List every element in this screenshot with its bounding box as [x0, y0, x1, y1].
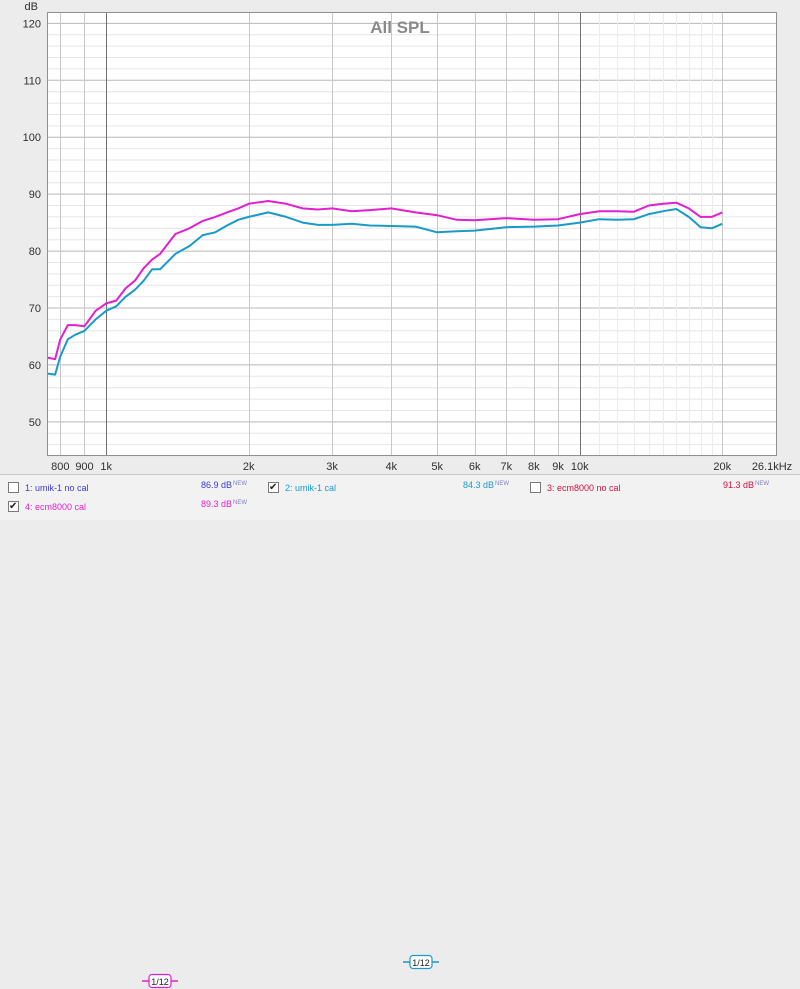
x-axis-tick-labels: 800 900 1k 2k 3k 4k 5k 6k 7k 8k 9k 10k 20k 26.1kHz [51, 461, 792, 473]
smoothing-indicator-umik-cal[interactable]: 1/12 [403, 954, 439, 970]
legend-label: 3: ecm8000 no cal [547, 483, 621, 493]
x-tick-label: 3k [326, 461, 338, 473]
y-tick-label: 80 [29, 246, 41, 258]
legend-checkbox-umik-no-cal[interactable] [8, 482, 19, 493]
y-tick-label: 60 [29, 360, 41, 372]
x-tick-label: 4k [385, 461, 397, 473]
legend-checkbox-umik-cal[interactable] [268, 482, 279, 493]
legend-value-ecm-no-cal: 91.3 dBNEW [723, 480, 769, 490]
x-tick-label: 10k [571, 461, 589, 473]
y-tick-label: 110 [23, 75, 41, 87]
y-axis-tick-labels: 120 110 100 90 80 70 60 50 [23, 18, 41, 428]
legend-value-umik-cal: 84.3 dBNEW [463, 480, 509, 490]
x-tick-label: 800 [51, 461, 69, 473]
plot-frame [47, 12, 777, 456]
series-layer [46, 200, 723, 376]
new-badge: NEW [233, 481, 248, 487]
x-tick-label: 26.1kHz [752, 461, 792, 473]
x-tick-label: 900 [75, 461, 93, 473]
y-tick-label: 90 [29, 189, 41, 201]
legend-label: 4: ecm8000 cal [25, 502, 87, 512]
x-tick-label: 9k [552, 461, 564, 473]
chart-title: All SPL [370, 18, 430, 37]
new-badge: NEW [495, 481, 510, 487]
new-badge: NEW [233, 500, 248, 506]
x-tick-label: 8k [528, 461, 540, 473]
smoothing-indicator-ecm-cal[interactable]: 1/12 [142, 973, 178, 989]
new-badge: NEW [755, 481, 770, 487]
legend-label: 1: umik-1 no cal [25, 483, 89, 493]
x-tick-label: 6k [469, 461, 481, 473]
y-tick-label: 70 [29, 303, 41, 315]
x-tick-label: 20k [713, 461, 731, 473]
legend-label: 2: umik-1 cal [285, 483, 337, 493]
plot-area[interactable]: 120 110 100 90 80 70 60 50 800 900 1k 2k 3k 4k 5k 6k 7k… [0, 0, 800, 474]
legend-value-text: 89.3 dB [201, 499, 233, 509]
spl-chart[interactable]: 120 110 100 90 80 70 60 50 800 900 1k 2k 3k 4k 5k 6k 7k… [0, 0, 800, 474]
x-tick-label: 7k [501, 461, 513, 473]
plot-background [47, 12, 777, 456]
x-tick-label: 1k [100, 461, 112, 473]
x-tick-label: 5k [431, 461, 443, 473]
x-tick-label: 2k [243, 461, 255, 473]
y-axis-label: dB [25, 1, 38, 13]
legend-value-text: 91.3 dB [723, 480, 755, 490]
legend-value-ecm-cal: 89.3 dBNEW [201, 499, 247, 509]
y-tick-label: 100 [23, 132, 41, 144]
series-line-2 [46, 208, 723, 376]
series-line-4 [46, 200, 723, 361]
legend-checkbox-ecm-cal[interactable] [8, 501, 19, 512]
badge-text: 1/12 [412, 958, 430, 968]
legend-bar: 1: umik-1 no cal 86.9 dBNEW 2: umik-1 ca… [0, 474, 800, 989]
badge-text: 1/12 [151, 977, 169, 987]
legend-value-text: 84.3 dB [463, 480, 495, 490]
legend-value-text: 86.9 dB [201, 480, 233, 490]
y-tick-label: 120 [23, 18, 41, 30]
legend-value-umik-no-cal: 86.9 dBNEW [201, 480, 247, 490]
y-tick-label: 50 [29, 417, 41, 429]
legend-checkbox-ecm-no-cal[interactable] [530, 482, 541, 493]
